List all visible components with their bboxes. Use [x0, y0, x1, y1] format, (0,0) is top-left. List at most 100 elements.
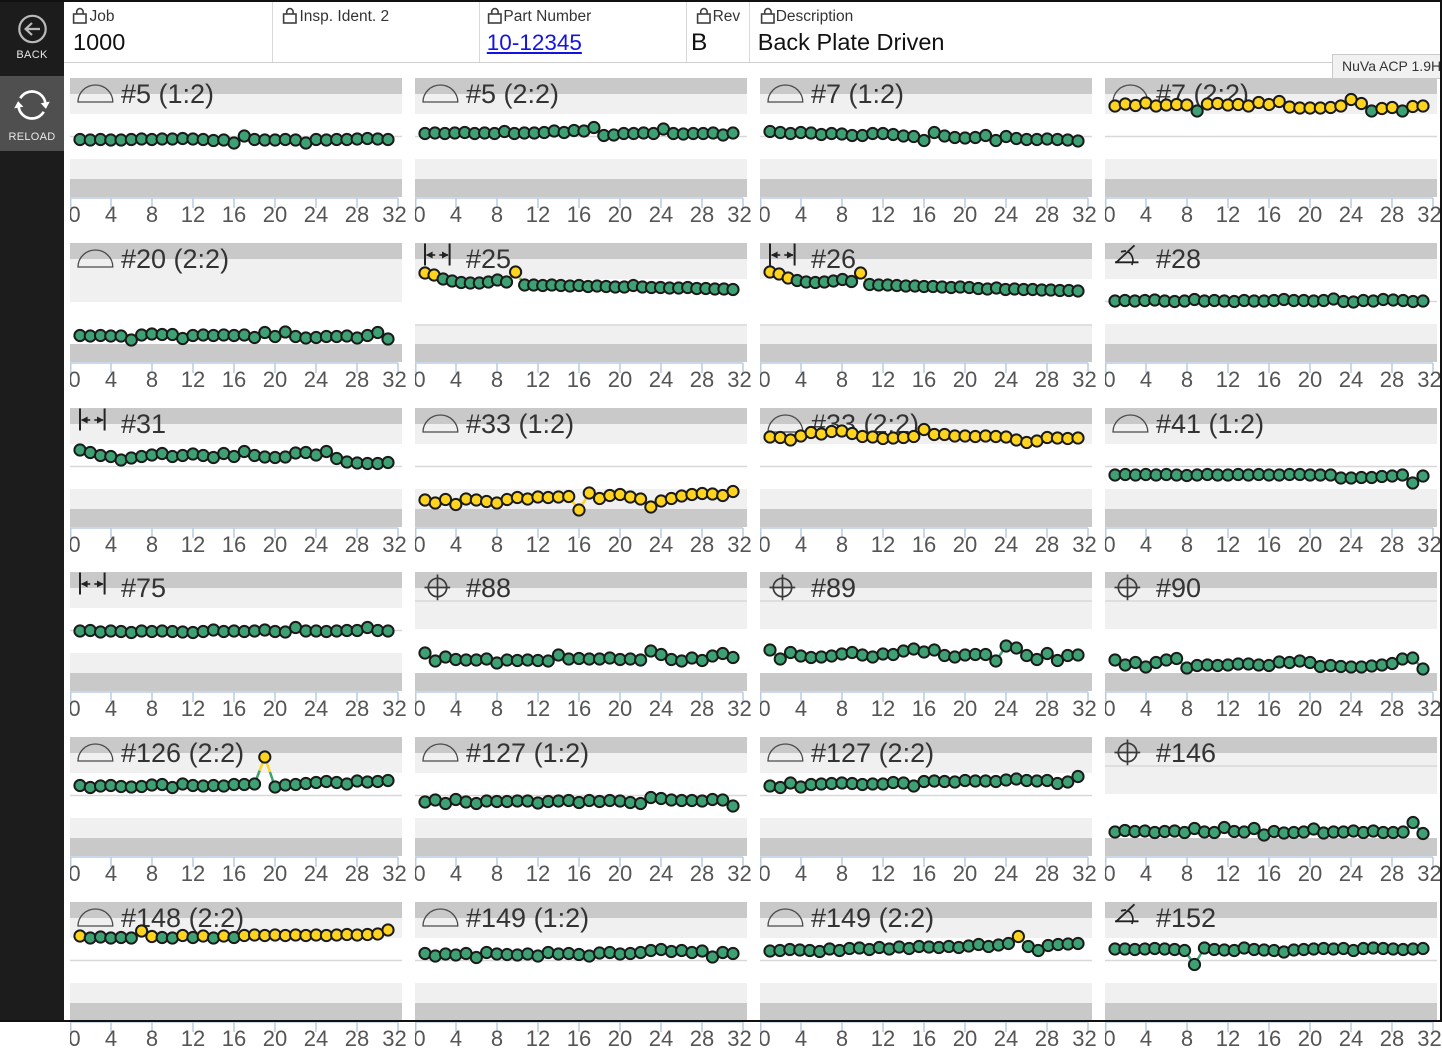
svg-text:12: 12 [181, 532, 205, 557]
svg-text:24: 24 [649, 202, 673, 227]
svg-text:12: 12 [526, 696, 550, 721]
svg-text:28: 28 [1379, 1026, 1403, 1051]
svg-text:28: 28 [690, 532, 714, 557]
svg-text:32: 32 [1072, 532, 1096, 557]
svg-text:28: 28 [690, 861, 714, 886]
svg-text:8: 8 [836, 1026, 848, 1051]
svg-text:28: 28 [345, 696, 369, 721]
svg-text:4: 4 [1139, 367, 1151, 392]
svg-text:20: 20 [608, 367, 632, 392]
svg-text:#75: #75 [121, 573, 166, 603]
svg-text:16: 16 [222, 367, 246, 392]
svg-text:32: 32 [1417, 367, 1441, 392]
svg-text:12: 12 [1215, 367, 1239, 392]
svg-text:12: 12 [1215, 1026, 1239, 1051]
svg-text:16: 16 [912, 532, 936, 557]
svg-text:20: 20 [263, 861, 287, 886]
svg-text:4: 4 [105, 367, 117, 392]
svg-text:24: 24 [1338, 367, 1362, 392]
svg-text:8: 8 [491, 861, 503, 886]
svg-text:24: 24 [649, 367, 673, 392]
svg-text:28: 28 [1035, 1026, 1059, 1051]
svg-text:0: 0 [70, 532, 81, 557]
svg-text:20: 20 [953, 696, 977, 721]
svg-text:12: 12 [1215, 532, 1239, 557]
svg-text:28: 28 [345, 532, 369, 557]
svg-text:#41 (1:2): #41 (1:2) [1156, 409, 1264, 439]
svg-text:16: 16 [1256, 1026, 1280, 1051]
svg-text:4: 4 [105, 202, 117, 227]
svg-text:12: 12 [871, 1026, 895, 1051]
svg-text:0: 0 [70, 367, 81, 392]
svg-text:8: 8 [491, 367, 503, 392]
svg-text:#146: #146 [1156, 738, 1216, 768]
svg-text:#31: #31 [121, 409, 166, 439]
svg-text:0: 0 [1105, 696, 1116, 721]
svg-text:20: 20 [1297, 367, 1321, 392]
svg-text:12: 12 [1215, 861, 1239, 886]
svg-text:0: 0 [415, 696, 426, 721]
svg-text:8: 8 [491, 1026, 503, 1051]
svg-text:12: 12 [181, 696, 205, 721]
svg-text:32: 32 [1417, 696, 1441, 721]
svg-text:0: 0 [70, 861, 81, 886]
svg-text:24: 24 [304, 202, 328, 227]
svg-text:28: 28 [1379, 202, 1403, 227]
svg-text:16: 16 [912, 696, 936, 721]
svg-text:16: 16 [912, 202, 936, 227]
svg-text:#7 (1:2): #7 (1:2) [811, 79, 904, 109]
svg-text:0: 0 [1105, 1026, 1116, 1051]
svg-text:32: 32 [727, 861, 751, 886]
svg-text:32: 32 [727, 367, 751, 392]
svg-text:28: 28 [690, 202, 714, 227]
svg-text:24: 24 [994, 1026, 1018, 1051]
svg-text:8: 8 [836, 861, 848, 886]
svg-text:24: 24 [1338, 532, 1362, 557]
svg-text:20: 20 [1297, 1026, 1321, 1051]
svg-text:4: 4 [1139, 696, 1151, 721]
svg-text:16: 16 [1256, 861, 1280, 886]
svg-text:4: 4 [795, 1026, 807, 1051]
svg-text:#90: #90 [1156, 573, 1201, 603]
svg-text:0: 0 [760, 861, 771, 886]
svg-text:28: 28 [345, 367, 369, 392]
svg-text:4: 4 [1139, 532, 1151, 557]
svg-text:28: 28 [1379, 861, 1403, 886]
svg-text:28: 28 [690, 696, 714, 721]
svg-text:4: 4 [1139, 1026, 1151, 1051]
svg-text:24: 24 [1338, 202, 1362, 227]
svg-text:4: 4 [795, 202, 807, 227]
svg-text:8: 8 [836, 532, 848, 557]
svg-text:#89: #89 [811, 573, 856, 603]
svg-text:28: 28 [345, 202, 369, 227]
svg-text:32: 32 [1072, 202, 1096, 227]
svg-text:#5 (2:2): #5 (2:2) [466, 79, 559, 109]
svg-text:4: 4 [1139, 202, 1151, 227]
svg-text:24: 24 [304, 696, 328, 721]
svg-text:16: 16 [222, 696, 246, 721]
svg-text:24: 24 [994, 861, 1018, 886]
svg-text:28: 28 [690, 367, 714, 392]
svg-text:24: 24 [1338, 1026, 1362, 1051]
svg-text:24: 24 [649, 1026, 673, 1051]
svg-text:4: 4 [105, 861, 117, 886]
svg-text:12: 12 [181, 367, 205, 392]
svg-text:#33 (1:2): #33 (1:2) [466, 409, 574, 439]
svg-text:#88: #88 [466, 573, 511, 603]
svg-text:16: 16 [222, 202, 246, 227]
svg-text:4: 4 [105, 696, 117, 721]
svg-text:32: 32 [1072, 696, 1096, 721]
svg-text:0: 0 [1105, 861, 1116, 886]
svg-text:32: 32 [1072, 367, 1096, 392]
svg-text:32: 32 [1417, 1026, 1441, 1051]
svg-text:0: 0 [760, 696, 771, 721]
svg-text:8: 8 [491, 696, 503, 721]
svg-text:28: 28 [1035, 202, 1059, 227]
svg-text:24: 24 [649, 861, 673, 886]
svg-text:#5 (1:2): #5 (1:2) [121, 79, 214, 109]
svg-text:16: 16 [912, 1026, 936, 1051]
svg-text:28: 28 [1035, 532, 1059, 557]
svg-text:16: 16 [912, 861, 936, 886]
svg-text:32: 32 [727, 202, 751, 227]
svg-text:20: 20 [263, 1026, 287, 1051]
